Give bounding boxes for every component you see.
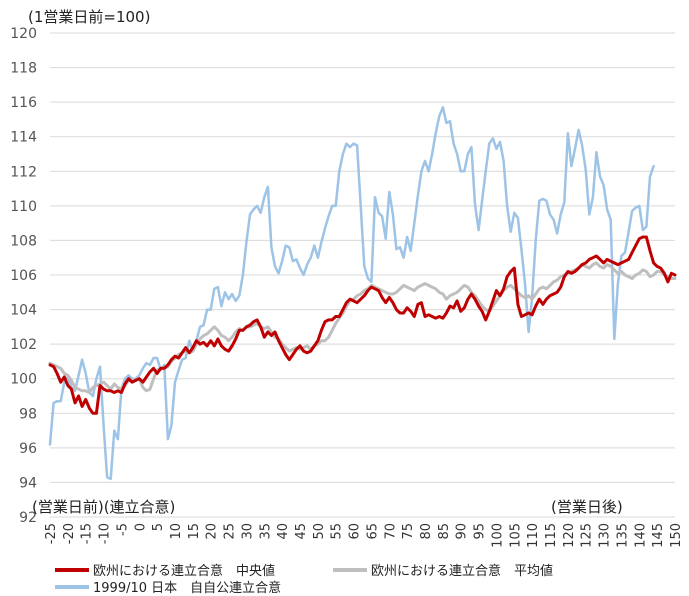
- series-line-0: [48, 235, 677, 415]
- x-tick-label: 10: [169, 523, 184, 540]
- y-tick-label: 92: [19, 510, 37, 526]
- x-tick-label: 120: [562, 523, 577, 548]
- y-unit-label: (1営業日前=100): [28, 8, 151, 26]
- x-tick-label: 60: [348, 523, 363, 540]
- x-tick-label: 50: [312, 523, 327, 540]
- x-tick-label: 0: [133, 523, 148, 531]
- legend-label-mean: 欧州における連立合意 平均値: [371, 564, 554, 579]
- x-note-before: (営業日前)(連立合意): [32, 498, 176, 516]
- x-tick-label: 20: [205, 523, 220, 540]
- legend-swatch-mean: [333, 567, 367, 572]
- x-tick-label: 100: [490, 523, 505, 548]
- x-tick-label: 145: [651, 523, 666, 548]
- x-tick-label: 75: [401, 523, 416, 540]
- series-line-2: [48, 106, 655, 481]
- y-tick-label: 114: [10, 130, 37, 146]
- x-tick-label: 35: [258, 523, 273, 540]
- x-tick-label: 105: [508, 523, 523, 548]
- x-tick-label: -10: [98, 523, 113, 544]
- x-tick-label: 125: [580, 523, 595, 548]
- legend-swatch-median: [55, 567, 89, 572]
- x-tick-label: 15: [187, 523, 202, 540]
- legend-item-japan-1999: 1999/10 日本 自自公連立合意: [55, 577, 281, 596]
- y-tick-label: 94: [19, 475, 37, 491]
- y-tick-label: 118: [10, 61, 37, 77]
- legend-swatch-japan-1999: [55, 584, 89, 589]
- legend-label-median: 欧州における連立合意 中央値: [93, 564, 276, 579]
- y-axis-tick-labels: 92 94 96 98 100 102 104 106 108 110 112 114 116 118 12…: [10, 26, 37, 526]
- x-axis-tick-labels: -25 -20 -15 -10 -5 0 5 10 15 20 25 30 35 40 45 50 55 60 65…: [44, 523, 684, 548]
- x-tick-label: 45: [294, 523, 309, 540]
- x-tick-label: 150: [669, 523, 684, 548]
- x-tick-label: 90: [455, 523, 470, 540]
- y-tick-label: 110: [10, 199, 37, 215]
- x-tick-label: 135: [615, 523, 630, 548]
- x-tick-label: 5: [151, 523, 166, 531]
- x-tick-label: 85: [437, 523, 452, 540]
- x-tick-label: 140: [633, 523, 648, 548]
- y-tick-label: 98: [19, 406, 37, 422]
- x-tick-label: -25: [44, 523, 59, 544]
- x-tick-label: 25: [223, 523, 238, 540]
- legend-item-mean: 欧州における連立合意 平均値: [333, 560, 553, 579]
- x-tick-label: -5: [115, 523, 130, 536]
- x-note-after: (営業日後): [551, 498, 623, 516]
- y-tick-label: 116: [10, 95, 37, 111]
- y-tick-label: 120: [10, 26, 37, 42]
- x-tick-label: -20: [62, 523, 77, 544]
- x-tick-label: 95: [473, 523, 488, 540]
- x-tick-label: 70: [383, 523, 398, 540]
- y-tick-label: 104: [10, 303, 37, 319]
- series-lines: [48, 106, 677, 481]
- x-tick-label: -15: [80, 523, 95, 544]
- x-tick-label: 40: [276, 523, 291, 540]
- y-tick-label: 112: [10, 164, 37, 180]
- legend-label-japan-1999: 1999/10 日本 自自公連立合意: [93, 581, 282, 596]
- series-line-1: [48, 261, 677, 394]
- x-tick-label: 30: [240, 523, 255, 540]
- x-tick-label: 130: [598, 523, 613, 548]
- x-tick-label: 65: [365, 523, 380, 540]
- gridlines: [50, 32, 675, 518]
- y-tick-label: 106: [10, 268, 37, 284]
- y-tick-label: 100: [10, 372, 37, 388]
- y-tick-label: 108: [10, 233, 37, 249]
- x-tick-label: 80: [419, 523, 434, 540]
- legend-item-median: 欧州における連立合意 中央値: [55, 560, 275, 579]
- x-tick-label: 115: [544, 523, 559, 548]
- y-tick-label: 96: [19, 441, 37, 457]
- x-tick-label: 55: [330, 523, 345, 540]
- y-tick-label: 102: [10, 337, 37, 353]
- x-tick-label: 110: [526, 523, 541, 548]
